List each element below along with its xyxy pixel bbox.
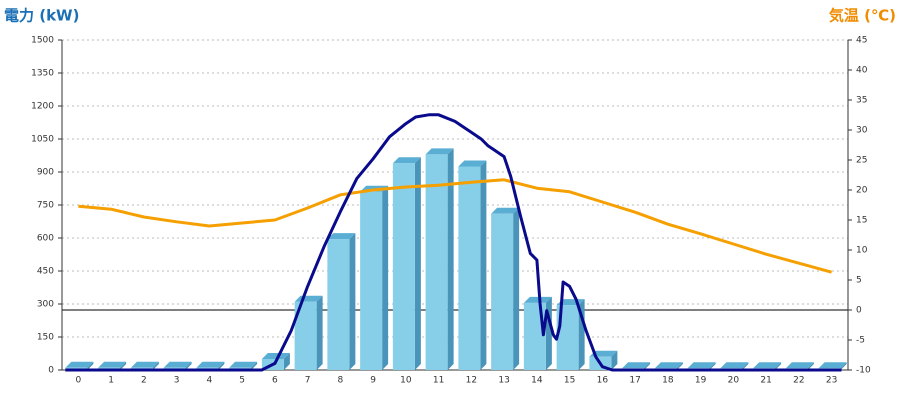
y2-tick-label: 45 xyxy=(856,36,867,46)
x-tick-label: 3 xyxy=(174,376,180,386)
x-tick-label: 14 xyxy=(531,376,543,386)
y-tick-label: 300 xyxy=(37,300,54,310)
x-tick-label: 6 xyxy=(272,376,278,386)
y2-tick-label: -10 xyxy=(856,366,871,376)
x-tick-label: 18 xyxy=(662,376,674,386)
y2-axis-title: 気温 (℃) xyxy=(829,7,896,25)
y-tick-label: 450 xyxy=(37,267,54,277)
y2-tick-label: 0 xyxy=(856,306,862,316)
y-tick-label: 0 xyxy=(48,366,54,376)
y2-tick-label: 30 xyxy=(856,126,868,136)
y-tick-label: 150 xyxy=(37,333,54,343)
y2-tick-label: -5 xyxy=(856,336,865,346)
y-tick-label: 1050 xyxy=(31,135,54,145)
y-axis-title: 電力 (kW) xyxy=(4,7,79,25)
x-tick-label: 7 xyxy=(305,376,311,386)
y-tick-label: 600 xyxy=(37,234,54,244)
x-tick-label: 5 xyxy=(239,376,245,386)
bar xyxy=(458,160,487,370)
x-tick-label: 19 xyxy=(695,376,707,386)
y-tick-label: 900 xyxy=(37,168,54,178)
y2-tick-label: 40 xyxy=(856,66,868,76)
x-tick-label: 21 xyxy=(760,376,771,386)
x-tick-label: 23 xyxy=(826,376,837,386)
x-tick-label: 0 xyxy=(76,376,82,386)
x-tick-label: 16 xyxy=(597,376,609,386)
y2-tick-label: 10 xyxy=(856,246,868,256)
bar xyxy=(294,295,323,370)
bar xyxy=(491,207,520,370)
bar xyxy=(392,157,421,370)
bar xyxy=(327,233,356,370)
x-tick-label: 13 xyxy=(498,376,509,386)
x-tick-label: 17 xyxy=(629,376,640,386)
line xyxy=(78,178,832,274)
y2-tick-label: 5 xyxy=(856,276,862,286)
bar xyxy=(425,148,454,370)
y2-tick-label: 35 xyxy=(856,96,867,106)
x-tick-label: 8 xyxy=(338,376,344,386)
y2-tick-label: 25 xyxy=(856,156,867,166)
y-tick-label: 1350 xyxy=(31,69,54,79)
x-tick-label: 1 xyxy=(108,376,114,386)
x-tick-label: 2 xyxy=(141,376,147,386)
bar xyxy=(523,296,552,370)
x-tick-label: 22 xyxy=(793,376,804,386)
y2-tick-label: 20 xyxy=(856,186,868,196)
line xyxy=(65,113,842,372)
x-tick-label: 20 xyxy=(728,376,740,386)
y-tick-label: 1200 xyxy=(31,102,54,112)
y-tick-label: 750 xyxy=(37,201,54,211)
y2-tick-label: 15 xyxy=(856,216,867,226)
x-tick-label: 10 xyxy=(400,376,412,386)
bar xyxy=(360,185,389,370)
x-tick-label: 4 xyxy=(207,376,213,386)
x-tick-label: 11 xyxy=(433,376,444,386)
y-tick-label: 1500 xyxy=(31,36,54,46)
x-tick-label: 15 xyxy=(564,376,575,386)
x-tick-label: 9 xyxy=(370,376,376,386)
x-tick-label: 12 xyxy=(466,376,477,386)
